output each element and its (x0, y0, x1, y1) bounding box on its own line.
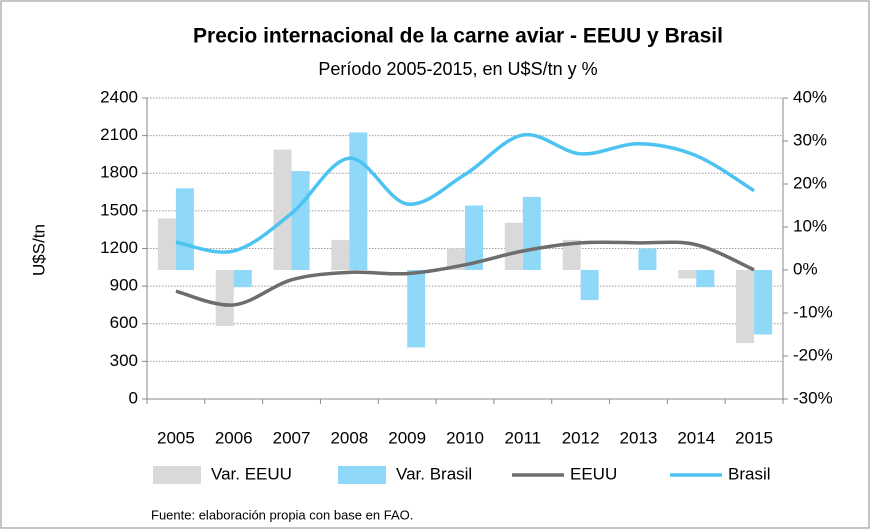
y2-tick-label: -30% (793, 388, 833, 407)
legend-label: Brasil (728, 464, 771, 483)
x-tick-label: 2013 (620, 428, 658, 447)
bar (407, 270, 426, 348)
bar (562, 239, 581, 270)
bar (504, 222, 523, 270)
x-tick-label: 2006 (215, 428, 253, 447)
y-tick-label: 0 (129, 388, 138, 407)
bar (215, 270, 234, 326)
x-tick-label: 2009 (388, 428, 426, 447)
bar (291, 171, 310, 270)
x-tick-label: 2012 (562, 428, 600, 447)
x-tick-label: 2010 (446, 428, 484, 447)
legend-label: EEUU (570, 464, 617, 483)
y2-tick-label: 20% (793, 173, 827, 192)
bar (233, 270, 252, 288)
legend-label: Var. Brasil (396, 464, 472, 483)
y2-tick-label: -10% (793, 302, 833, 321)
bar (754, 270, 773, 335)
legend-swatch (338, 466, 386, 484)
bar (522, 196, 541, 270)
y2-tick-label: 10% (793, 216, 827, 235)
line (175, 240, 755, 307)
y-tick-label: 2100 (100, 125, 138, 144)
y-tick-label: 1500 (100, 200, 138, 219)
bar (580, 270, 599, 301)
y2-tick-label: 30% (793, 130, 827, 149)
bar (273, 149, 292, 270)
x-tick-label: 2007 (273, 428, 311, 447)
chart-subtitle: Período 2005-2015, en U$S/tn y % (318, 59, 597, 79)
bar (465, 205, 483, 270)
bar (678, 270, 697, 279)
bar (175, 188, 194, 270)
y2-tick-label: -20% (793, 345, 833, 364)
x-tick-label: 2015 (735, 428, 773, 447)
y2-tick-label: 0% (793, 259, 818, 278)
bar (736, 270, 755, 344)
y-tick-label: 600 (110, 313, 138, 332)
bar (157, 218, 176, 270)
bar (331, 239, 350, 270)
legend-label: Var. EEUU (211, 464, 292, 483)
legend-swatch (153, 466, 201, 484)
x-tick-label: 2011 (505, 428, 542, 447)
y-tick-label: 900 (110, 276, 138, 295)
footnote: Fuente: elaboración propia con base en F… (151, 507, 413, 522)
y2-tick-label: 40% (793, 87, 827, 106)
y-tick-label: 300 (110, 351, 138, 370)
line (175, 132, 756, 254)
bar (696, 270, 715, 288)
x-tick-label: 2014 (677, 428, 715, 447)
y-axis-label: U$S/tn (29, 224, 48, 276)
y-tick-label: 2400 (100, 87, 138, 106)
chart-title: Precio internacional de la carne aviar -… (193, 25, 723, 48)
y-tick-label: 1200 (100, 238, 138, 257)
x-tick-label: 2008 (330, 428, 368, 447)
x-tick-label: 2005 (157, 428, 195, 447)
bar (349, 132, 368, 270)
bar (638, 248, 657, 270)
y-tick-label: 1800 (100, 163, 138, 182)
